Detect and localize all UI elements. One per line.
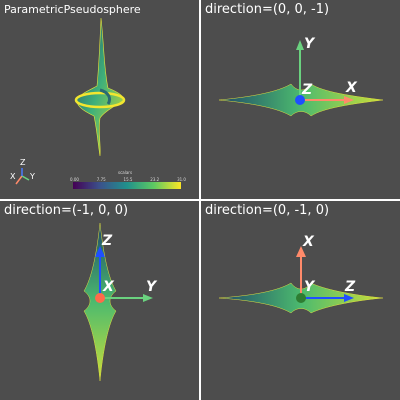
scalar-tick: 0.00 [70, 177, 79, 182]
y-axis-dot [296, 293, 306, 303]
y-axis-label: Y [146, 279, 157, 295]
pseudosphere-surface [74, 17, 126, 157]
z-axis-label: Z [302, 82, 313, 98]
x-axis-arrow [344, 96, 354, 104]
y-axis-arrow [296, 40, 304, 50]
z-axis-label: Z [102, 233, 113, 249]
orientation-marker [15, 168, 30, 185]
x-axis-label: X [303, 234, 314, 250]
scalar-bar-colormap [73, 182, 181, 189]
scalar-tick: 31.0 [177, 177, 186, 182]
x-axis-label: X [346, 80, 357, 96]
pseudosphere-view-y [218, 246, 384, 314]
orientation-y-label: Y [30, 172, 35, 181]
scalar-bar-title: scalars [118, 170, 133, 175]
y-axis-label: Y [304, 279, 315, 295]
y-axis-arrow [143, 294, 153, 302]
viewport-bottom-left[interactable]: direction=(-1, 0, 0) Z Y X [0, 201, 199, 400]
z-axis-dot [295, 95, 305, 105]
viewport-title: direction=(0, 0, -1) [205, 2, 330, 17]
x-axis-arrow [296, 246, 306, 257]
y-axis-label: Y [304, 36, 315, 52]
x-axis-label: X [103, 279, 114, 295]
pseudosphere-view-x [83, 222, 153, 382]
scalar-tick: 15.5 [123, 177, 133, 182]
viewport-bottom-right[interactable]: direction=(0, -1, 0) X Z Y [201, 201, 400, 400]
scalar-bar-ticks: 0.00 7.75 15.5 23.2 31.0 [70, 177, 186, 182]
x-axis-dot [95, 293, 105, 303]
orientation-z-label: Z [20, 158, 26, 167]
z-axis-arrow [344, 294, 354, 302]
viewport-title: ParametricPseudosphere [4, 3, 141, 16]
scalar-tick: 7.75 [96, 177, 106, 182]
orientation-x-label: X [10, 172, 16, 181]
pseudosphere-view-z [218, 40, 384, 117]
viewport-top-left[interactable]: ParametricPseudosphere [0, 0, 199, 199]
pseudosphere-3d-view [15, 17, 181, 189]
viewport-title: direction=(0, -1, 0) [205, 203, 330, 218]
viewport-top-right[interactable]: direction=(0, 0, -1) Y X Z [201, 0, 400, 199]
z-axis-arrow [95, 246, 105, 257]
viewport-title: direction=(-1, 0, 0) [4, 203, 129, 218]
scalar-tick: 23.2 [150, 177, 160, 182]
z-axis-label: Z [345, 279, 356, 295]
